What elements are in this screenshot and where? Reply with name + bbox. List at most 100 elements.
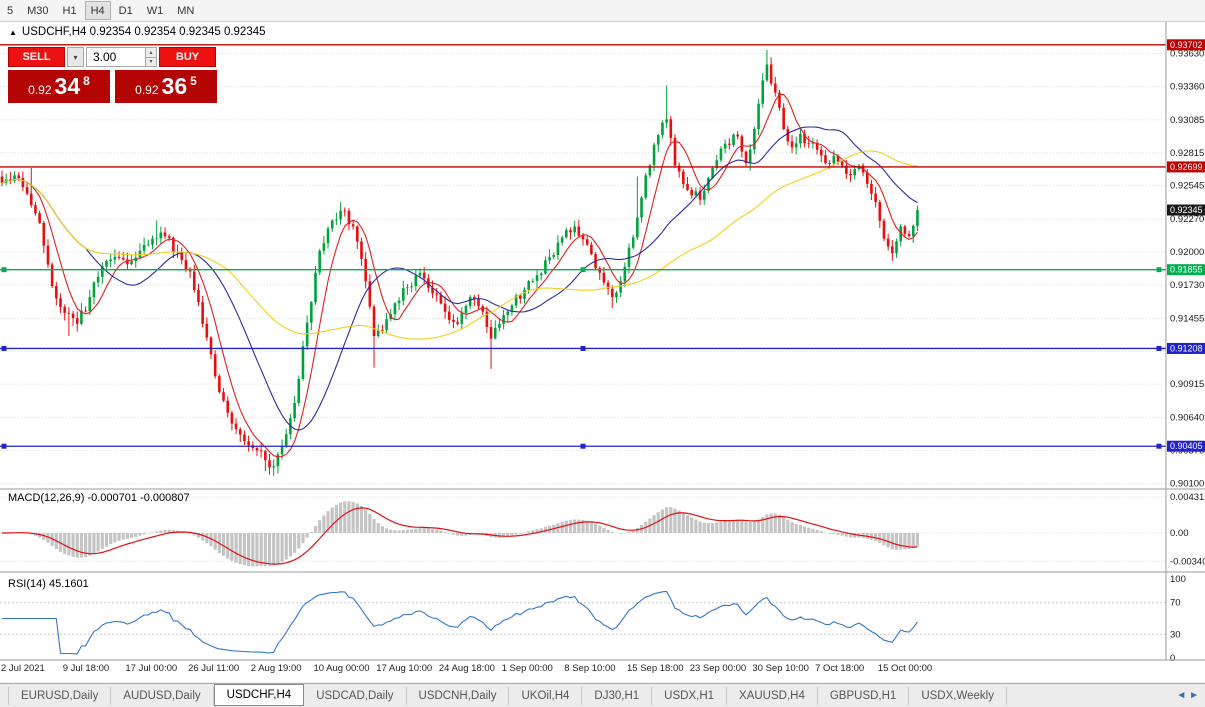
sell-price-display[interactable]: 0.92 34 8 — [8, 70, 110, 103]
tf-button-h1[interactable]: H1 — [62, 4, 77, 17]
candle-body — [631, 237, 635, 248]
tab-eurusd-daily[interactable]: EURUSD,Daily — [8, 686, 112, 705]
price-tick-label: 0.90100 — [1170, 478, 1204, 489]
candle-body — [314, 272, 317, 303]
candle-body — [477, 299, 480, 307]
tf-button-m30[interactable]: M30 — [27, 4, 49, 17]
collapse-triangle-icon[interactable]: ▲ — [9, 27, 17, 37]
sell-button[interactable]: SELL — [8, 47, 65, 67]
volume-input[interactable] — [87, 48, 145, 66]
candle-body — [80, 310, 83, 324]
tab-gbpusd-h1[interactable]: GBPUSD,H1 — [818, 686, 910, 705]
horizontal-level-lines[interactable] — [0, 44, 1166, 449]
tab-usdcad-daily[interactable]: USDCAD,Daily — [304, 686, 407, 705]
candle-body — [443, 303, 447, 312]
candle-body — [665, 119, 668, 123]
line-handle[interactable] — [580, 267, 586, 273]
candle-body — [222, 392, 225, 401]
candle-body — [498, 323, 501, 328]
buy-price-display[interactable]: 0.92 36 5 — [115, 70, 217, 103]
line-handle[interactable] — [1156, 267, 1162, 273]
candle-body — [560, 237, 564, 243]
candle-body — [828, 163, 831, 164]
volume-spinner: ▴ ▾ — [145, 48, 156, 66]
candle-body — [799, 133, 802, 144]
candle-body — [197, 289, 200, 303]
line-handle[interactable] — [1, 267, 7, 273]
rsi-panel: RSI(14) 45.1601 — [0, 578, 1166, 655]
candle-body — [75, 318, 79, 324]
candle-body — [569, 230, 572, 233]
sell-price-sup: 8 — [83, 74, 90, 88]
price-tick-label: 0.91730 — [1170, 280, 1204, 291]
buy-price-sup: 5 — [190, 74, 197, 88]
candle-body — [109, 259, 112, 261]
line-handle[interactable] — [580, 443, 586, 449]
candle-body — [573, 226, 576, 233]
candle-body — [264, 451, 267, 461]
chart-tab-bar: EURUSD,Daily AUDUSD,Daily USDCHF,H4 USDC… — [0, 683, 1205, 707]
line-handle[interactable] — [1, 345, 7, 351]
candle-body — [803, 133, 806, 144]
tab-usdcnh-daily[interactable]: USDCNH,Daily — [407, 686, 510, 705]
tab-usdx-h1[interactable]: USDX,H1 — [652, 686, 728, 705]
candle-body — [343, 210, 347, 212]
line-handle[interactable] — [580, 345, 586, 351]
candle-body — [184, 259, 188, 270]
candle-body — [556, 242, 560, 255]
tf-button-h4[interactable]: H4 — [84, 1, 111, 20]
ma-mid-line — [1, 126, 918, 431]
ma-slow-line — [1, 150, 918, 340]
candle-body — [330, 220, 334, 229]
candle-body — [130, 261, 133, 265]
price-tick-label: 0.90915 — [1170, 379, 1204, 390]
candle-body — [535, 275, 539, 281]
candle-body — [63, 307, 66, 313]
svg-text:0.93702: 0.93702 — [1170, 40, 1203, 50]
line-handle[interactable] — [1156, 443, 1162, 449]
candle-body — [489, 326, 493, 339]
line-handle[interactable] — [1, 443, 7, 449]
candle-body — [623, 266, 627, 282]
tab-xauusd-h4[interactable]: XAUUSD,H4 — [727, 686, 818, 705]
tab-audusd-daily[interactable]: AUDUSD,Daily — [111, 686, 214, 705]
tf-button-d1[interactable]: D1 — [118, 4, 133, 17]
candle-body — [652, 144, 656, 166]
tab-usdx-weekly[interactable]: USDX,Weekly — [909, 686, 1007, 705]
candle-body — [468, 297, 472, 306]
volume-increment-button[interactable]: ▴ — [146, 48, 156, 58]
candle-body — [310, 302, 313, 323]
tf-button-w1[interactable]: W1 — [146, 4, 164, 17]
candle-body — [539, 273, 543, 276]
tab-dj30-h1[interactable]: DJ30,H1 — [582, 686, 653, 705]
candle-body — [899, 226, 902, 242]
chart-canvas[interactable]: MACD(12,26,9) -0.000701 -0.000807 RSI(14)… — [0, 22, 1205, 682]
spinner-up-icon: ▴ — [149, 49, 153, 56]
candle-body — [548, 256, 551, 261]
candle-body — [117, 256, 121, 258]
candle-body — [832, 155, 836, 164]
candle-body — [67, 312, 71, 314]
volume-decrement-button[interactable]: ▾ — [146, 57, 156, 66]
rsi-tick-label: 0 — [1170, 653, 1175, 664]
candle-body — [728, 143, 731, 145]
tab-usdchf-h4[interactable]: USDCHF,H4 — [213, 683, 305, 706]
candle-body — [351, 224, 355, 227]
tf-button-mn[interactable]: MN — [177, 4, 195, 17]
candle-body — [656, 135, 660, 145]
tab-ukoil-h4[interactable]: UKOil,H4 — [509, 686, 583, 705]
candle-body — [669, 119, 673, 138]
volume-dropdown-button[interactable]: ▾ — [67, 47, 84, 67]
svg-text:0.91208: 0.91208 — [1170, 343, 1203, 353]
macd-label: MACD(12,26,9) -0.000701 -0.000807 — [8, 492, 190, 504]
price-tick-label: 0.92545 — [1170, 181, 1204, 192]
tf-button-m5[interactable]: 5 — [7, 4, 14, 17]
line-handle[interactable] — [1156, 345, 1162, 351]
candle-body — [385, 319, 388, 330]
buy-button[interactable]: BUY — [159, 47, 216, 67]
moving-averages — [1, 93, 918, 458]
candle-body — [142, 244, 146, 251]
candle-body — [406, 287, 409, 289]
macd-tick-label: 0.00 — [1170, 528, 1189, 539]
tab-scroll-arrows-icon[interactable]: ◄ ► — [1176, 690, 1199, 701]
